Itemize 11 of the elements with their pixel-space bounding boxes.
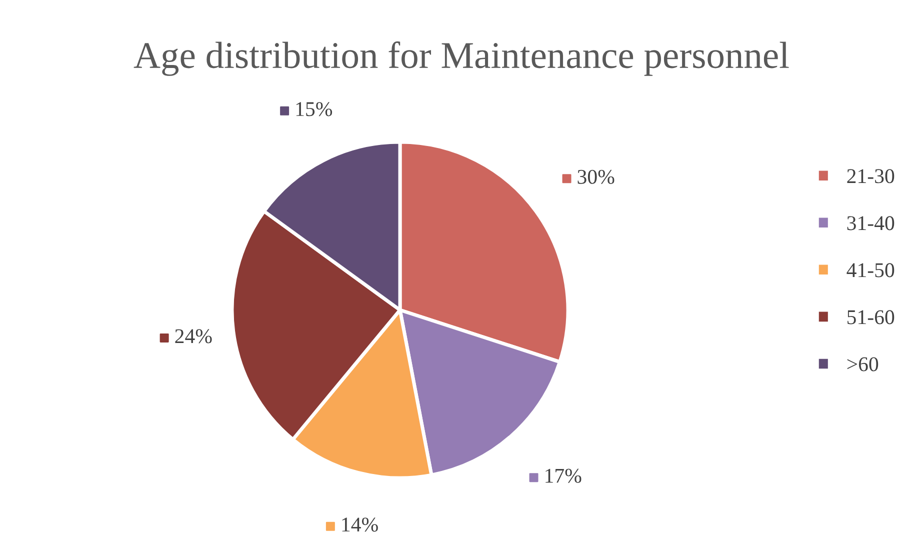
data-label: 15%	[296, 102, 332, 116]
legend-label: 21-30	[847, 169, 894, 184]
legend-label: >60	[847, 357, 878, 372]
legend-label: 41-50	[846, 263, 894, 278]
data-label: 17%	[546, 468, 582, 483]
legend-label: 31-40	[847, 216, 894, 230]
legend-label: 51-60	[848, 310, 894, 324]
chart-title: Age distribution for Maintenance personnel	[134, 41, 789, 76]
data-label: 24%	[175, 329, 212, 344]
data-label: 30%	[578, 170, 614, 184]
data-label: 14%	[342, 518, 378, 532]
